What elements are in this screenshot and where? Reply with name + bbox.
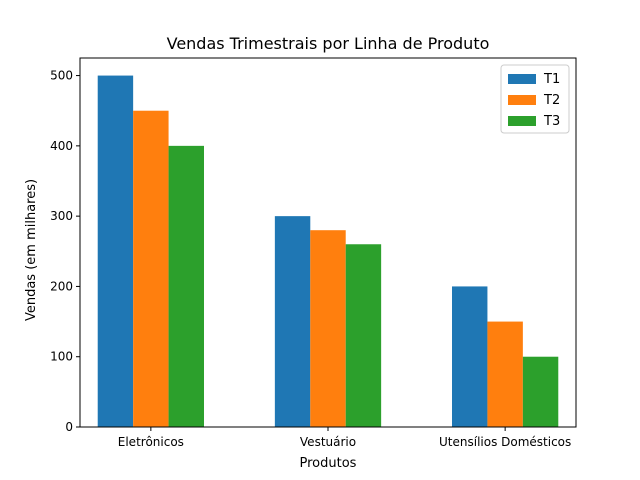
y-tick-label: 300 [50, 209, 73, 223]
chart-title: Vendas Trimestrais por Linha de Produto [167, 34, 490, 53]
legend-swatch-t3 [508, 116, 536, 126]
x-tick-label: Eletrônicos [118, 435, 184, 449]
legend-label-t1: T1 [543, 72, 560, 87]
bar-t1-0 [97, 75, 134, 428]
bar-t2-1 [310, 230, 346, 427]
x-axis-label: Produtos [300, 456, 357, 471]
bar-t3-0 [168, 145, 204, 427]
bar-t2-0 [133, 110, 169, 427]
bar-t3-2 [522, 356, 559, 427]
legend-swatch-t1 [508, 74, 536, 84]
legend-label-t2: T2 [543, 93, 560, 108]
bar-t3-1 [345, 244, 382, 427]
y-axis-label: Vendas (em milhares) [24, 179, 39, 321]
legend-label-t3: T3 [543, 114, 560, 129]
bar-t2-2 [487, 321, 523, 427]
x-tick-label: Vestuário [300, 435, 356, 449]
bar-t1-2 [452, 286, 488, 427]
legend-swatch-t2 [508, 95, 536, 105]
y-tick-label: 200 [50, 279, 73, 293]
y-tick-label: 100 [50, 350, 73, 364]
y-tick-label: 0 [65, 420, 73, 434]
y-tick-label: 400 [50, 139, 73, 153]
x-tick-label: Utensílios Domésticos [439, 435, 571, 449]
y-axis-ticks: 0 100 200 300 400 500 [50, 69, 80, 434]
x-axis-ticks: Eletrônicos Vestuário Utensílios Doméstico… [118, 427, 571, 449]
bars-group [97, 75, 559, 428]
y-tick-label: 500 [50, 69, 73, 83]
bar-t1-1 [274, 216, 311, 427]
legend: T1 T2 T3 [500, 64, 570, 134]
plot-frame [79, 57, 577, 428]
